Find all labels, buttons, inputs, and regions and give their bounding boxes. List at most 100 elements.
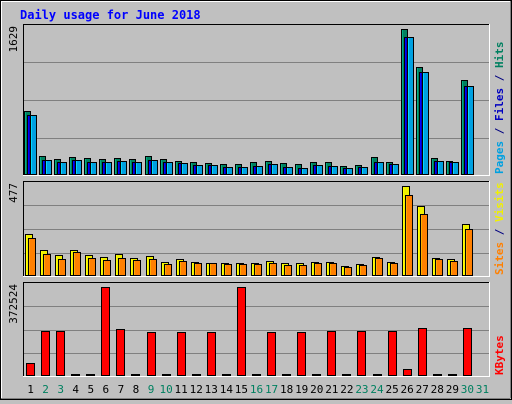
bar-sites-day-30 (465, 229, 473, 276)
bar-sites-day-5 (88, 258, 96, 276)
bar-sites-day-21 (329, 263, 337, 276)
bar-kbytes-day-23 (357, 331, 366, 376)
legend-entry: / (493, 68, 506, 88)
bar-pages-day-19 (301, 168, 308, 175)
visits-panel: 477 Sites / Visits (7, 181, 506, 277)
bar-pages-day-25 (392, 164, 399, 175)
bar-pages-day-13 (211, 165, 218, 175)
bar-kbytes-day-17 (267, 332, 276, 376)
bar-pages-day-4 (75, 160, 82, 175)
x-tick-label: 17 (265, 383, 278, 396)
x-tick-label: 12 (190, 383, 203, 396)
bar-sites-day-24 (375, 258, 383, 276)
kbytes-panel-plot-area (23, 282, 490, 377)
bar-kbytes-day-6 (101, 287, 110, 376)
bar-sites-day-9 (149, 259, 157, 276)
legend-entry: Sites (493, 242, 506, 275)
x-tick-label: 8 (133, 383, 140, 396)
bar-sites-day-3 (58, 259, 66, 276)
x-tick-label: 6 (103, 383, 110, 396)
bar-kbytes-day-16 (252, 374, 261, 376)
legend-entry: / (493, 222, 506, 242)
x-tick-label: 23 (355, 383, 368, 396)
bar-pages-day-21 (331, 166, 338, 175)
x-tick-label: 7 (118, 383, 125, 396)
bar-pages-day-30 (467, 86, 474, 175)
bar-sites-day-18 (284, 265, 292, 276)
legend-entry: Files (493, 88, 506, 121)
bar-sites-day-28 (435, 259, 443, 276)
bar-sites-day-13 (209, 263, 217, 276)
x-tick-label: 22 (340, 383, 353, 396)
bar-sites-day-14 (224, 264, 232, 276)
bar-pages-day-27 (422, 72, 429, 175)
x-tick-label: 5 (87, 383, 94, 396)
legend-entry: Pages (493, 141, 506, 174)
bar-sites-day-4 (73, 252, 81, 276)
x-tick-label: 15 (235, 383, 248, 396)
bar-sites-day-6 (103, 260, 111, 276)
x-tick-label: 11 (175, 383, 188, 396)
x-tick-label: 4 (72, 383, 79, 396)
bar-sites-day-11 (179, 261, 187, 276)
bar-kbytes-day-18 (282, 374, 291, 376)
bar-kbytes-day-28 (433, 374, 442, 376)
bar-sites-day-16 (254, 264, 262, 276)
bar-sites-day-17 (269, 263, 277, 276)
visits-panel-legend: Sites / Visits (493, 182, 506, 275)
x-tick-label: 20 (310, 383, 323, 396)
bar-kbytes-day-1 (26, 363, 35, 376)
bar-pages-day-24 (377, 162, 384, 175)
bar-pages-day-1 (30, 115, 37, 175)
bar-kbytes-day-12 (192, 374, 201, 376)
bar-kbytes-day-24 (373, 374, 382, 376)
bar-sites-day-26 (405, 195, 413, 276)
bar-sites-day-29 (450, 261, 458, 276)
bar-pages-day-12 (196, 165, 203, 175)
bar-pages-day-22 (346, 168, 353, 175)
x-tick-label: 10 (159, 383, 172, 396)
bar-kbytes-day-5 (86, 374, 95, 376)
bar-pages-day-20 (316, 165, 323, 175)
x-tick-label: 1 (27, 383, 34, 396)
kbytes-panel-legend: KBytes (493, 335, 506, 375)
bar-kbytes-day-9 (147, 332, 156, 376)
bar-sites-day-27 (420, 214, 428, 276)
bar-kbytes-day-30 (463, 328, 472, 376)
visits-panel-ymax-label: 477 (7, 183, 20, 203)
x-tick-label: 30 (461, 383, 474, 396)
bar-sites-day-23 (359, 265, 367, 276)
bar-sites-day-1 (28, 238, 36, 276)
bar-sites-day-22 (344, 267, 352, 276)
hits-panel-legend: Pages / Files / Hits (493, 42, 506, 175)
x-tick-label: 27 (416, 383, 429, 396)
x-tick-label: 3 (57, 383, 64, 396)
bar-kbytes-day-25 (388, 331, 397, 376)
x-tick-label: 21 (325, 383, 338, 396)
bar-kbytes-day-20 (312, 374, 321, 376)
x-tick-label: 9 (148, 383, 155, 396)
bar-pages-day-6 (105, 162, 112, 175)
hits-panel-ymax-label: 1629 (7, 26, 20, 53)
x-tick-label: 2 (42, 383, 49, 396)
bar-kbytes-day-7 (116, 329, 125, 376)
bar-kbytes-day-11 (177, 332, 186, 376)
bar-pages-day-16 (256, 166, 263, 175)
bar-kbytes-day-4 (71, 374, 80, 376)
chart-title: Daily usage for June 2018 (20, 8, 201, 22)
bar-kbytes-day-26 (403, 369, 412, 376)
bar-pages-day-18 (286, 167, 293, 175)
bar-pages-day-5 (90, 162, 97, 175)
x-tick-label: 29 (446, 383, 459, 396)
x-tick-label: 28 (431, 383, 444, 396)
bar-sites-day-10 (164, 264, 172, 276)
bar-kbytes-day-2 (41, 331, 50, 376)
bar-sites-day-7 (118, 258, 126, 276)
bar-pages-day-8 (135, 162, 142, 175)
bar-pages-day-14 (226, 167, 233, 175)
bar-sites-day-15 (239, 264, 247, 276)
bar-kbytes-day-3 (56, 331, 65, 376)
hits-panel: 1629 Pages / Files / Hits (7, 24, 506, 176)
bar-pages-day-28 (437, 161, 444, 175)
bar-pages-day-2 (45, 160, 52, 175)
